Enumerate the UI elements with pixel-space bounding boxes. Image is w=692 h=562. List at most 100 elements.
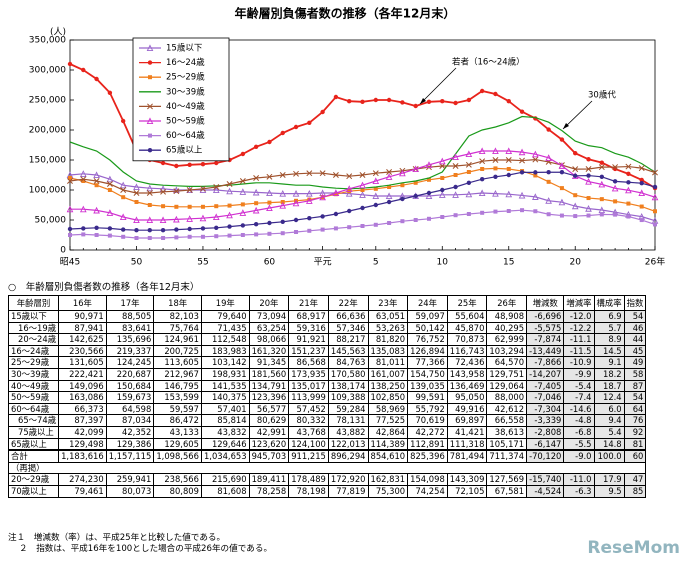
marker — [133, 216, 140, 224]
cell: 42,612 — [486, 402, 528, 416]
marker — [599, 212, 604, 217]
marker — [400, 183, 405, 188]
header-cell: 22年 — [327, 295, 369, 311]
marker — [227, 203, 232, 208]
marker — [93, 206, 100, 214]
marker — [107, 233, 112, 238]
cell: 54 — [623, 310, 647, 323]
marker — [212, 186, 220, 194]
cell: 43,133 — [153, 425, 202, 439]
cell: 85 — [623, 484, 647, 498]
cell: 70,873 — [446, 333, 488, 346]
cell: -10.9 — [563, 356, 595, 369]
marker — [438, 191, 446, 198]
cell: 1,034,653 — [200, 449, 250, 463]
marker — [480, 167, 485, 171]
cell: 84,763 — [327, 356, 369, 369]
cell: 72,105 — [446, 484, 488, 498]
cell: 42,991 — [248, 425, 290, 439]
cell: -15,740 — [526, 473, 565, 486]
cell: 43,882 — [327, 425, 369, 439]
marker — [120, 118, 126, 124]
marker — [347, 225, 352, 230]
cell: 220,687 — [105, 367, 155, 381]
marker — [107, 90, 113, 96]
marker — [625, 163, 632, 170]
marker — [585, 166, 592, 172]
marker — [571, 202, 579, 210]
marker — [453, 100, 458, 106]
marker — [559, 170, 565, 175]
series — [67, 61, 658, 191]
marker — [239, 209, 247, 216]
marker — [626, 201, 631, 206]
marker — [280, 130, 285, 136]
marker — [452, 163, 459, 169]
data-table: 年齢層別 16年 17年 18年 19年 20年 21年 22年 23年 24年 25年 26年 増減数… — [7, 295, 647, 498]
cell: 151,237 — [288, 344, 329, 358]
marker — [573, 151, 578, 156]
cell: 9.4 — [593, 414, 625, 427]
cell: 105,171 — [486, 437, 528, 451]
marker — [146, 44, 154, 52]
cell: 49 — [623, 356, 647, 369]
cell: 230,566 — [58, 344, 107, 358]
marker — [533, 170, 538, 175]
cell: 64,570 — [486, 356, 528, 369]
marker — [146, 216, 154, 224]
watermark: ReseMom — [587, 538, 680, 558]
marker — [533, 209, 538, 214]
marker — [146, 117, 154, 125]
marker — [426, 216, 431, 221]
marker — [253, 222, 259, 227]
cell: 73,094 — [248, 310, 290, 323]
legend-label: 25～29歳 — [166, 72, 205, 83]
cell: 40,295 — [486, 321, 528, 335]
cell: 129,751 — [486, 367, 528, 381]
marker — [386, 199, 392, 205]
cell: 141,535 — [200, 379, 250, 393]
marker — [66, 205, 74, 213]
cell: 57,401 — [200, 402, 250, 416]
marker — [107, 226, 113, 231]
cell: -6,696 — [526, 310, 565, 323]
marker — [492, 147, 499, 155]
y-tick-label: 50,000 — [35, 216, 67, 226]
marker — [573, 214, 578, 219]
marker — [147, 236, 152, 240]
marker — [200, 204, 205, 209]
marker — [626, 214, 631, 219]
marker — [120, 187, 127, 193]
marker — [307, 197, 312, 202]
cell: 87 — [623, 379, 647, 393]
note: 注１ 増減数（率）は、平成25年と比較した値である。 — [8, 533, 226, 543]
cell: 6.9 — [593, 310, 625, 323]
marker — [453, 173, 458, 177]
cell: -6,147 — [526, 437, 565, 451]
row-label: 合計 — [7, 449, 60, 463]
y-tick-label: 150,000 — [29, 156, 66, 166]
cell: 215,690 — [200, 473, 250, 486]
cell: 146,795 — [153, 379, 202, 393]
marker — [266, 204, 273, 212]
table-row: 70歳以上 79,461 80,073 80,809 81,608 78,258 78,19… — [7, 484, 647, 498]
cell: 149,096 — [58, 379, 107, 393]
marker — [106, 181, 113, 187]
marker — [279, 189, 287, 197]
cell: 9.1 — [593, 356, 625, 369]
marker — [599, 160, 605, 165]
marker — [573, 173, 578, 179]
cell: 49,916 — [446, 402, 488, 416]
cell: 63,254 — [248, 321, 290, 335]
cell: 80,332 — [288, 414, 329, 427]
marker — [319, 193, 326, 201]
cell: 134,791 — [248, 379, 290, 393]
cell: 88,505 — [105, 310, 155, 323]
cell: 139,035 — [407, 379, 448, 393]
marker — [478, 189, 486, 197]
row-label: （再掲） — [7, 461, 647, 475]
cell: 163,086 — [58, 391, 107, 404]
cell: 85,814 — [200, 414, 250, 427]
marker — [214, 234, 219, 239]
cell: 259,941 — [105, 473, 155, 486]
